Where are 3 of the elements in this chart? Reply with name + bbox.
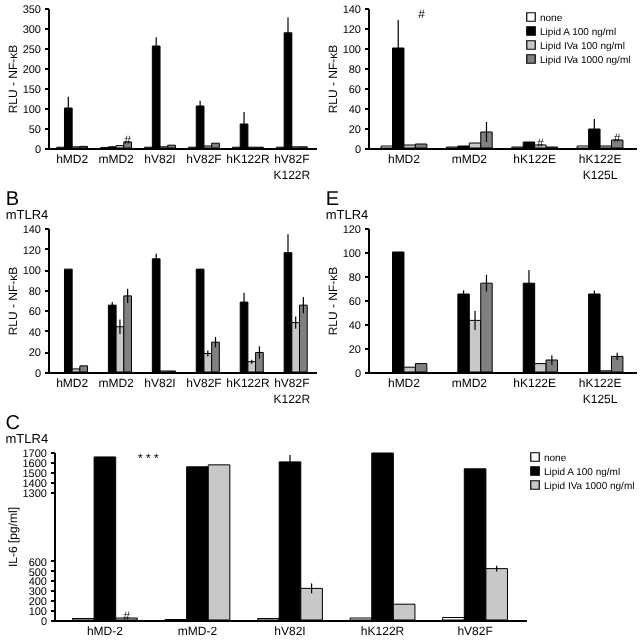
chart-title: E (325, 189, 340, 211)
chart-title: B (5, 189, 20, 211)
chart-title: C (5, 413, 20, 435)
